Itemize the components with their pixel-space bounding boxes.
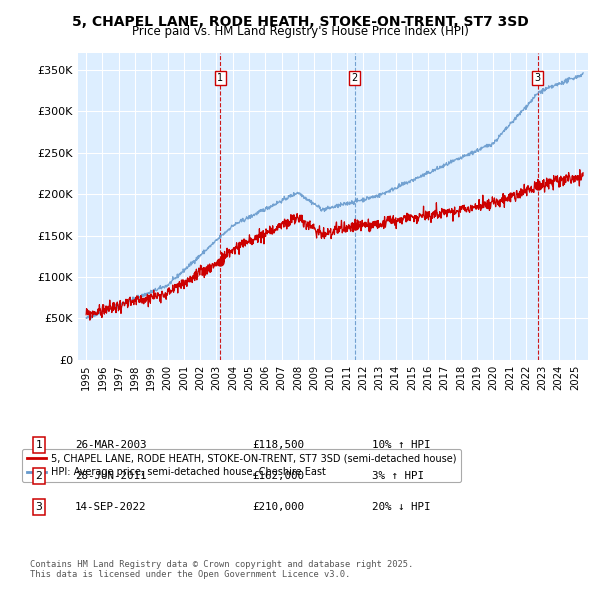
Text: 2: 2 [352,73,358,83]
Text: £118,500: £118,500 [252,441,304,450]
Text: 10% ↑ HPI: 10% ↑ HPI [372,441,431,450]
Text: 20% ↓ HPI: 20% ↓ HPI [372,502,431,512]
Text: £210,000: £210,000 [252,502,304,512]
Text: Price paid vs. HM Land Registry's House Price Index (HPI): Price paid vs. HM Land Registry's House … [131,25,469,38]
Text: 5, CHAPEL LANE, RODE HEATH, STOKE-ON-TRENT, ST7 3SD: 5, CHAPEL LANE, RODE HEATH, STOKE-ON-TRE… [71,15,529,29]
Text: 14-SEP-2022: 14-SEP-2022 [75,502,146,512]
Text: 26-MAR-2003: 26-MAR-2003 [75,441,146,450]
Text: 1: 1 [35,441,43,450]
Text: 3: 3 [535,73,541,83]
Text: 3% ↑ HPI: 3% ↑ HPI [372,471,424,481]
Legend: 5, CHAPEL LANE, RODE HEATH, STOKE-ON-TRENT, ST7 3SD (semi-detached house), HPI: : 5, CHAPEL LANE, RODE HEATH, STOKE-ON-TRE… [22,449,461,483]
Text: 1: 1 [217,73,223,83]
Text: 28-JUN-2011: 28-JUN-2011 [75,471,146,481]
Text: Contains HM Land Registry data © Crown copyright and database right 2025.
This d: Contains HM Land Registry data © Crown c… [30,560,413,579]
Text: 2: 2 [35,471,43,481]
Text: £162,000: £162,000 [252,471,304,481]
Text: 3: 3 [35,502,43,512]
